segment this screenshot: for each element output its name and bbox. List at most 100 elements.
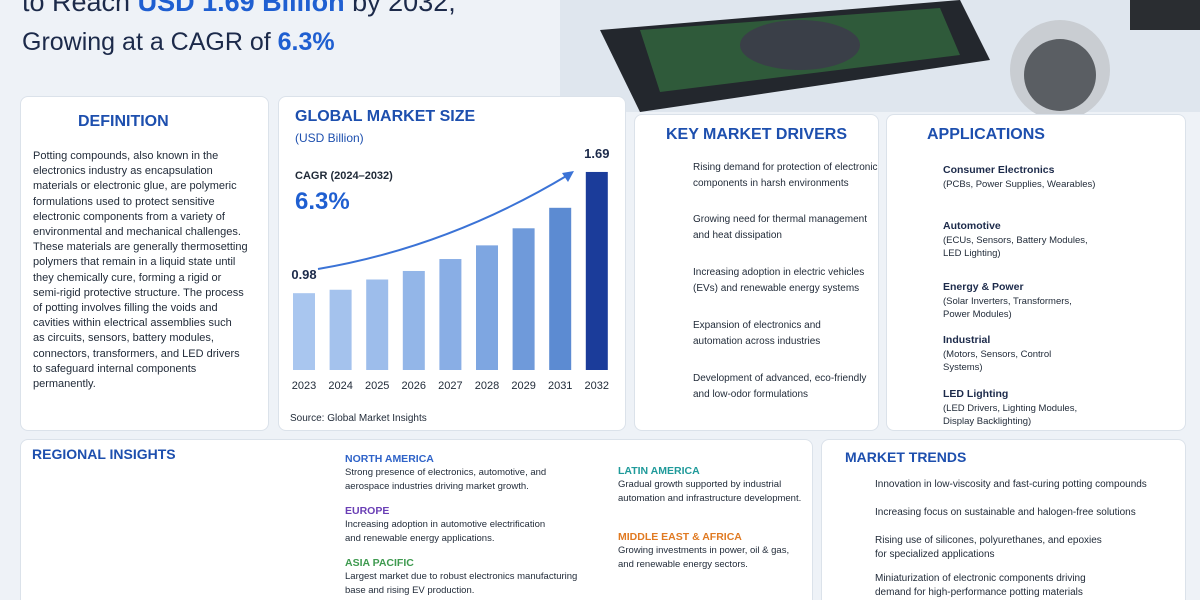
trend-text: Increasing focus on sustainable and halo… [875, 507, 1136, 518]
region-text: Strong presence of electronics, automoti… [345, 467, 547, 478]
bar [585, 171, 608, 370]
application-name: Industrial [943, 334, 991, 346]
cagr-label: CAGR (2024–2032) [295, 170, 393, 182]
section-title: REGIONAL INSIGHTS [32, 446, 176, 462]
chart-title: GLOBAL MARKET SIZE [295, 108, 475, 125]
application-detail: (LED Drivers, Lighting Modules, [943, 403, 1078, 414]
application-name: LED Lighting [943, 388, 1009, 400]
section-title: APPLICATIONS [927, 126, 1045, 143]
definition-text: electronic components from a variety of [33, 210, 225, 223]
x-tick-label: 2025 [365, 380, 389, 392]
application-detail: (ECUs, Sensors, Battery Modules, [943, 235, 1088, 246]
definition-text: cavities within electrical assemblies su… [33, 317, 232, 330]
market-size-chart: GLOBAL MARKET SIZE (USD Billion) CAGR (202… [290, 108, 609, 424]
x-tick-label: 2029 [511, 380, 535, 392]
region-text: base and rising EV production. [345, 585, 475, 596]
driver-text: Growing need for thermal management [693, 214, 867, 225]
region-name: LATIN AMERICA [618, 465, 700, 477]
region-text: Growing investments in power, oil & gas, [618, 545, 790, 556]
x-tick-label: 2031 [548, 380, 572, 392]
x-tick-label: 2024 [328, 380, 352, 392]
definition-text: as circuits, sensors, battery modules, [33, 332, 214, 345]
definition-panel [20, 96, 269, 431]
application-detail: LED Lighting) [943, 248, 1001, 259]
x-tick-label: 2026 [402, 380, 426, 392]
definition-text: to safeguard internal components [33, 362, 197, 375]
header-text: to Reach [22, 0, 138, 17]
region-name: MIDDLE EAST & AFRICA [618, 531, 742, 543]
application-name: Automotive [943, 220, 1001, 232]
trends-panel [821, 439, 1186, 600]
potting-resin [740, 20, 860, 70]
section-title: KEY MARKET DRIVERS [665, 126, 848, 143]
growth-arrow [317, 174, 569, 270]
bar [366, 279, 389, 370]
chart-subtitle: (USD Billion) [295, 131, 364, 145]
header-line: Growing at a CAGR of 6.3% [22, 28, 335, 57]
region-name: ASIA PACIFIC [345, 557, 414, 569]
drivers-panel [634, 114, 879, 431]
definition-text: of potting involves filling the voids an… [33, 302, 218, 314]
region-text: and renewable energy sectors. [618, 559, 748, 570]
driver-text: (EVs) and renewable energy systems [693, 283, 860, 294]
applications-panel [886, 114, 1186, 431]
application-detail: Power Modules) [943, 309, 1012, 320]
section-title: MARKET TRENDS [845, 449, 967, 465]
x-tick-label: 2028 [475, 380, 499, 392]
trend-text: demand for high-performance potting mate… [875, 587, 1083, 598]
region-text: Increasing adoption in automotive electr… [345, 519, 546, 530]
bar [402, 270, 425, 370]
definition-text: Potting compounds, also known in the [33, 150, 219, 162]
value-label: 1.69 [584, 146, 609, 161]
trend-text: Innovation in low-viscosity and fast-cur… [875, 479, 1147, 490]
header-text: Growing at a CAGR of [22, 28, 278, 56]
bar [549, 207, 572, 370]
application-detail: (PCBs, Power Supplies, Wearables) [943, 179, 1096, 190]
region-text: automation and infrastructure developmen… [618, 493, 802, 504]
trend-text: Miniaturization of electronic components… [875, 573, 1086, 584]
driver-text: Expansion of electronics and [693, 320, 821, 331]
application-detail: (Solar Inverters, Transformers, [943, 296, 1072, 307]
region-name: EUROPE [345, 505, 390, 517]
region-name: NORTH AMERICA [345, 453, 434, 465]
led-core [1024, 39, 1096, 111]
bar [476, 245, 498, 370]
application-name: Consumer Electronics [943, 164, 1055, 176]
application-detail: Systems) [943, 362, 983, 373]
definition-text: they chemically cure, forming a rigid or [33, 271, 222, 284]
region-text: aerospace industries driving market grow… [345, 481, 529, 492]
bar [439, 259, 462, 370]
regional-panel [20, 439, 813, 600]
definition-text: connectors, transformers, and LED driver… [33, 347, 240, 360]
application-detail: Display Backlighting) [943, 416, 1032, 427]
driver-text: automation across industries [693, 336, 821, 347]
definition-text: semi-rigid protective structure. The pro… [33, 286, 244, 299]
region-text: Gradual growth supported by industrial [618, 479, 782, 490]
chart-source: Source: Global Market Insights [290, 413, 427, 424]
application-name: Energy & Power [943, 281, 1024, 293]
header-text: USD 1.69 Billion [137, 0, 345, 17]
driver-text: and heat dissipation [693, 230, 782, 241]
definition-text: formulations used to protect sensitive [33, 195, 215, 208]
definition-text: These materials are generally thermosett… [33, 241, 248, 254]
driver-text: Increasing adoption in electric vehicles [693, 267, 865, 278]
header-line: to Reach USD 1.69 Billion by 2032, [22, 0, 456, 18]
cagr-value: 6.3% [295, 188, 350, 215]
definition-text: materials or electronic glue, are polyme… [33, 180, 237, 193]
trend-text: for specialized applications [875, 549, 995, 560]
driver-text: and low-odor formulations [693, 389, 809, 400]
bar [512, 228, 535, 370]
definition-text: permanently. [33, 378, 96, 390]
definition-text: electronics industry as encapsulation [33, 165, 213, 178]
definition-text: polymers that remain in a liquid state u… [33, 256, 236, 269]
application-detail: (Motors, Sensors, Control [943, 349, 1052, 360]
definition-text: environmental and mechanical challenges. [33, 226, 241, 238]
trend-text: Rising use of silicones, polyurethanes, … [875, 535, 1102, 546]
section-title: DEFINITION [78, 113, 169, 130]
connector [1130, 0, 1200, 30]
bar [329, 289, 352, 370]
driver-text: components in harsh environments [693, 178, 849, 189]
header-text: by 2032, [344, 0, 456, 17]
value-label: 0.98 [291, 267, 316, 282]
